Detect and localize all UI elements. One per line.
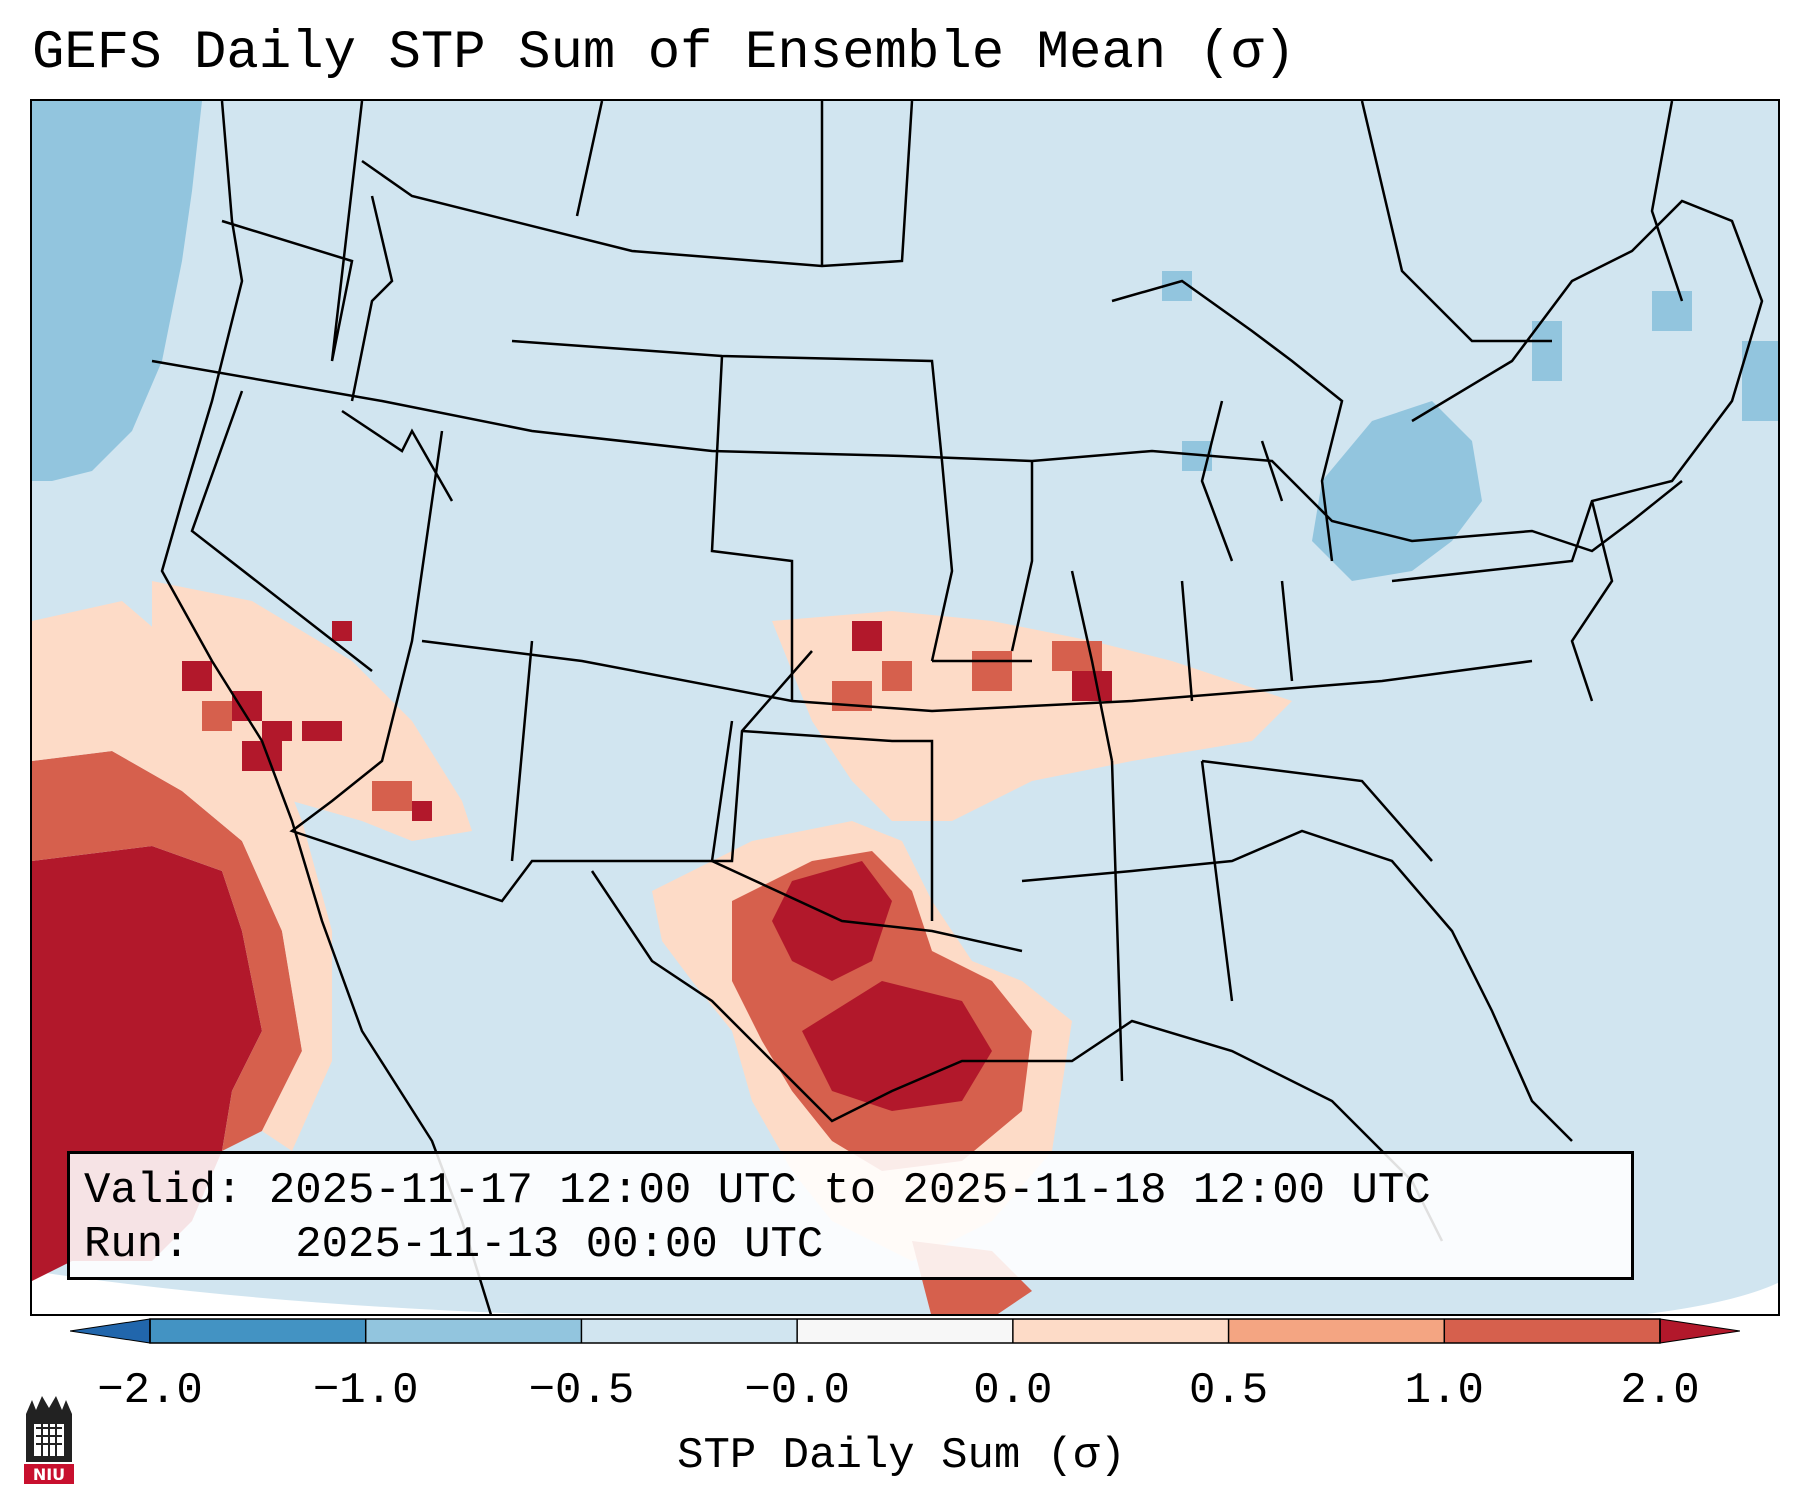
anomaly-cell (1052, 641, 1102, 671)
anomaly-cell (202, 701, 232, 731)
info-box: Valid: 2025-11-17 12:00 UTC to 2025-11-1… (67, 1151, 1634, 1280)
valid-value: 2025-11-17 12:00 UTC to 2025-11-18 12:00… (268, 1166, 1431, 1216)
colorbar-extend-low (70, 1318, 151, 1344)
ocean-pacific-northwest (32, 101, 202, 481)
colorbar-extend-high (1659, 1318, 1740, 1344)
colorbar-tick-label: 2.0 (1620, 1366, 1700, 1416)
out-of-domain-right (1647, 1282, 1778, 1314)
colorbar-tick-label: 1.0 (1404, 1366, 1484, 1416)
colorbar-bin (1444, 1319, 1661, 1343)
anomaly-cell (302, 721, 342, 741)
run-label: Run: (84, 1220, 190, 1270)
stp-anomaly-map (32, 101, 1778, 1314)
colorbar-bin (797, 1319, 1014, 1343)
anomaly-cell (1532, 321, 1562, 381)
colorbar-tick-label: −1.0 (312, 1366, 419, 1416)
colorbar (70, 1318, 1740, 1344)
colorbar-bin (581, 1319, 798, 1343)
boundaries (151, 101, 1764, 1314)
colorbar-bin (150, 1319, 367, 1343)
anomaly-texas-red (772, 861, 892, 981)
anomaly-cell (182, 661, 212, 691)
map-panel[interactable] (30, 99, 1780, 1316)
colorbar-tick-label: 0.5 (1188, 1366, 1269, 1416)
anomaly-cell (262, 721, 292, 741)
colorbar-bin (365, 1319, 582, 1343)
anomaly-southwest-light (152, 581, 472, 841)
niu-logo: NIU (24, 1396, 74, 1484)
anomaly-gulf-red (802, 981, 992, 1111)
colorbar-tick-label: −0.0 (744, 1366, 850, 1416)
colorbar-label: STP Daily Sum (σ) (677, 1431, 1126, 1481)
anomaly-cell (412, 801, 432, 821)
anomaly-cell (332, 621, 352, 641)
run-value: 2025-11-13 00:00 UTC (295, 1220, 824, 1270)
colorbar-tick-label: 0.0 (973, 1366, 1053, 1416)
colorbar-tick-label: −2.0 (97, 1366, 203, 1416)
anomaly-cell (972, 651, 1012, 691)
anomaly-cell (1742, 341, 1778, 421)
logo-text: NIU (33, 1465, 65, 1484)
anomaly-cell (852, 621, 882, 651)
anomaly-northeast-blue (1312, 401, 1482, 581)
colorbar-tick-label: −0.5 (528, 1366, 635, 1416)
anomaly-cell (372, 781, 412, 811)
map-title: GEFS Daily STP Sum of Ensemble Mean (σ) (32, 23, 1296, 84)
valid-label: Valid: (84, 1166, 243, 1216)
anomaly-cell (1072, 671, 1112, 701)
out-of-domain-corner (32, 1271, 530, 1314)
anomaly-cell (242, 741, 282, 771)
colorbar-bin (1012, 1319, 1230, 1343)
anomaly-pacific-mid (32, 751, 302, 1151)
anomaly-plains-light (772, 611, 1292, 821)
anomaly-cell (1652, 291, 1692, 331)
colorbar-bin (1228, 1319, 1445, 1343)
anomaly-cell (882, 661, 912, 691)
